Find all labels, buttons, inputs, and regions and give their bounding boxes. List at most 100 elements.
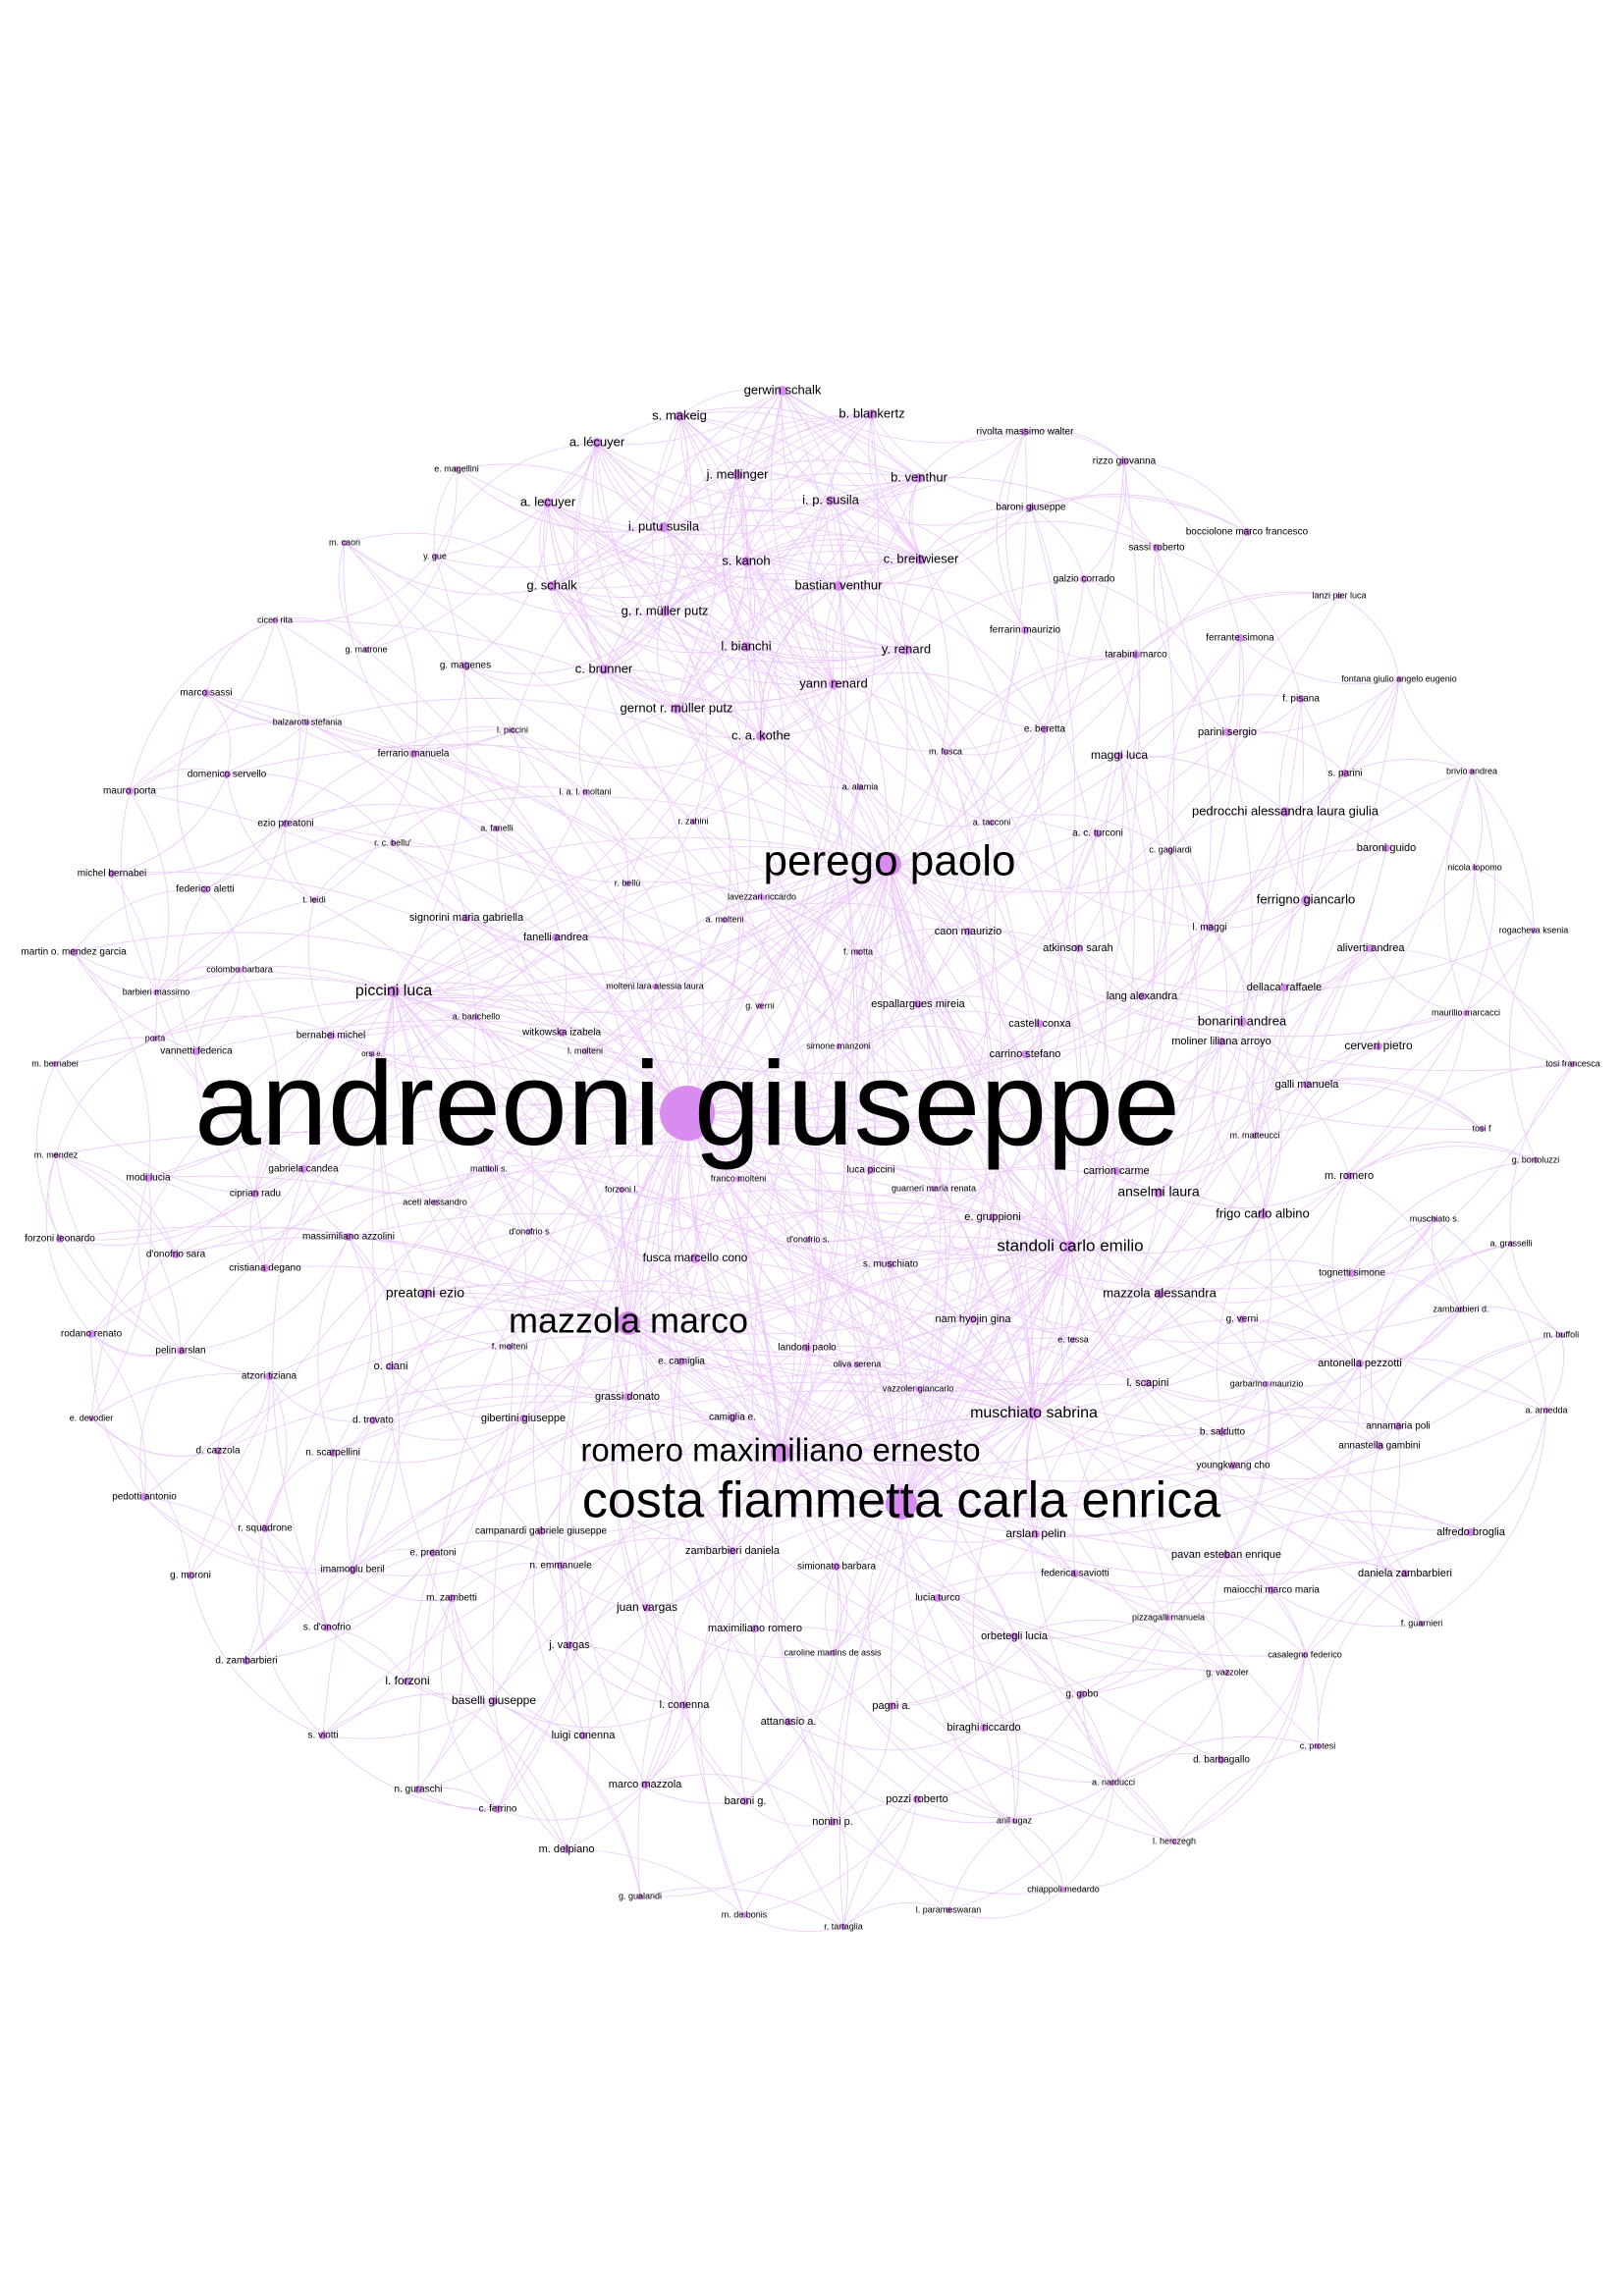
node-standoli-carlo-emilio (1064, 1241, 1076, 1253)
node-s-makeig (675, 411, 684, 421)
node-fusca-marcello-cono (690, 1254, 700, 1263)
label-c-breitwieser: c. breitwieser (884, 551, 959, 565)
node-g-verni-center (757, 1003, 763, 1009)
label-l-bianchi: l. bianchi (721, 638, 771, 653)
label-ciceri-rita: ciceri rita (257, 614, 293, 624)
node-ferrante-simona (1236, 634, 1244, 642)
node-campanardi-gabriele-giuseppe (537, 1527, 545, 1535)
label-gerwin-schalk: gerwin schalk (744, 382, 822, 397)
label-y-gue: y. gue (423, 551, 447, 561)
node-f-pisana (1297, 695, 1305, 703)
label-d-zambarbieri: d. zambarbieri (215, 1656, 277, 1667)
label-g-matrone: g. matrone (345, 644, 387, 654)
node-bonarini-andrea (1237, 1017, 1247, 1027)
node-y-renard (901, 645, 911, 655)
label-a-arnedda: a. arnedda (1525, 1405, 1567, 1415)
node-b-blankertz (867, 409, 877, 419)
node-ciprian-radu (251, 1190, 259, 1198)
label-pagni-a: pagni a. (872, 1700, 910, 1712)
label-cerveri-pietro: cerveri pietro (1344, 1039, 1413, 1052)
graph-edges (35, 388, 1574, 1932)
node-a-lecuyer-accent (592, 438, 602, 448)
node-atkinson-sarah (1074, 944, 1082, 952)
label-b-saldutto: b. saldutto (1200, 1427, 1246, 1438)
label-romero-maximiliano-ernesto: romero maximiliano ernesto (580, 1432, 980, 1468)
label-e-preatoni: e. preatoni (409, 1548, 456, 1559)
label-m-buffoli: m. buffoli (1543, 1329, 1579, 1339)
label-castell-conxa: castell conxa (1008, 1018, 1071, 1030)
node-a-lecuyer (543, 498, 553, 507)
label-zambarbieri-d: zambarbieri d. (1433, 1304, 1488, 1313)
label-baselli-giuseppe: baselli giuseppe (452, 1693, 536, 1707)
node-rogacheva-ksenia (1531, 928, 1537, 934)
node-domenico-servello (223, 771, 231, 778)
node-a-arnedda (1543, 1408, 1549, 1414)
node-l-a-l-moltani (582, 789, 588, 795)
node-l-bianchi (741, 642, 751, 652)
node-d-barbagallo (1217, 1756, 1225, 1764)
node-castell-conxa (1036, 1020, 1044, 1028)
node-baselli-giuseppe (490, 1697, 498, 1705)
label-mattioli-s: mattioli s. (470, 1163, 508, 1173)
node-nonini-p (829, 1818, 837, 1826)
node-ciceri-rita (272, 617, 278, 623)
label-baroni-guido: baroni guido (1357, 842, 1417, 854)
node-pedotti-antonio (140, 1493, 148, 1501)
node-s-viotti (319, 1732, 327, 1739)
label-sassi-roberto: sassi roberto (1128, 543, 1185, 554)
node-r-squadrone (261, 1524, 269, 1532)
label-attanasio-a: attanasio a. (761, 1716, 817, 1728)
node-a-barichello (473, 1014, 479, 1020)
node-cristiana-degano (261, 1264, 269, 1272)
label-moliner-liliana-arroyo: moliner liliana arroyo (1171, 1036, 1271, 1047)
node-s-d-onofrio (323, 1624, 331, 1631)
label-youngkwang-cho: youngkwang cho (1196, 1461, 1270, 1471)
node-federico-aletti (201, 885, 209, 893)
label-e-camiglia: e. camiglia (658, 1357, 705, 1367)
label-espallargues-mireia: espallargues mireia (871, 998, 965, 1010)
node-c-gagliardi (1167, 847, 1173, 853)
label-b-venthur: b. venthur (891, 469, 947, 484)
node-guarneri-maria-renata (931, 1186, 937, 1192)
label-f-guarnieri: f. guarnieri (1401, 1618, 1443, 1628)
node-a-grasselli (1508, 1241, 1514, 1247)
node-signorini-maria-gabriella (462, 914, 470, 922)
label-f-pisana: f. pisana (1282, 694, 1320, 705)
node-tosi-f (1479, 1126, 1485, 1132)
node-witkowska-izabela (558, 1029, 566, 1037)
node-m-buffoli (1558, 1332, 1564, 1338)
label-pelin-arslan: pelin arslan (155, 1346, 205, 1357)
node-g-r-muller-putz (660, 607, 670, 616)
node-a-fanelli (494, 826, 500, 831)
node-maiocchi-marco-maria (1268, 1586, 1275, 1594)
label-s-makeig: s. makeig (652, 407, 707, 422)
node-f-molteni (507, 1344, 513, 1350)
label-mazzola-marco: mazzola marco (509, 1301, 748, 1341)
label-ferrarin-maurizio: ferrarin maurizio (990, 625, 1061, 636)
label-m-fusca: m. fusca (929, 746, 962, 756)
node-zambarbieri-d (1458, 1307, 1464, 1312)
label-ezio-preatoni: ezio preatoni (257, 819, 313, 829)
label-luca-piccini: luca piccini (847, 1165, 895, 1176)
node-chiappoli-medardo (1060, 1887, 1066, 1893)
node-c-ferrino (494, 1805, 502, 1813)
label-modi-lucia: modi lucia (126, 1173, 170, 1184)
label-muschiato-sabrina: muschiato sabrina (970, 1405, 1098, 1421)
label-brivio-andrea: brivio andrea (1446, 766, 1497, 775)
label-parini-sergio: parini sergio (1198, 726, 1257, 738)
label-baroni-giuseppe: baroni giuseppe (996, 503, 1066, 513)
label-r-tartaglia: r. tartaglia (824, 1921, 863, 1931)
node-gibertini-giuseppe (519, 1415, 527, 1422)
node-m-de-bonis (741, 1912, 747, 1918)
label-a-narducci: a. narducci (1092, 1777, 1135, 1787)
label-atkinson-sarah: atkinson sarah (1043, 942, 1113, 954)
node-f-guarnieri (1419, 1621, 1425, 1627)
node-lanzi-pier-luca (1336, 593, 1342, 599)
label-g-magenes: g. magenes (440, 661, 491, 671)
node-r-zahini (690, 819, 696, 825)
node-maurilio-marcacci (1463, 1010, 1469, 1016)
label-aceti-alessandro: aceti alessandro (403, 1197, 467, 1206)
label-d-barbagallo: d. barbagallo (1193, 1755, 1250, 1766)
node-vannetti-federica (192, 1047, 200, 1055)
label-r-bellu: r. bellù (615, 878, 641, 887)
